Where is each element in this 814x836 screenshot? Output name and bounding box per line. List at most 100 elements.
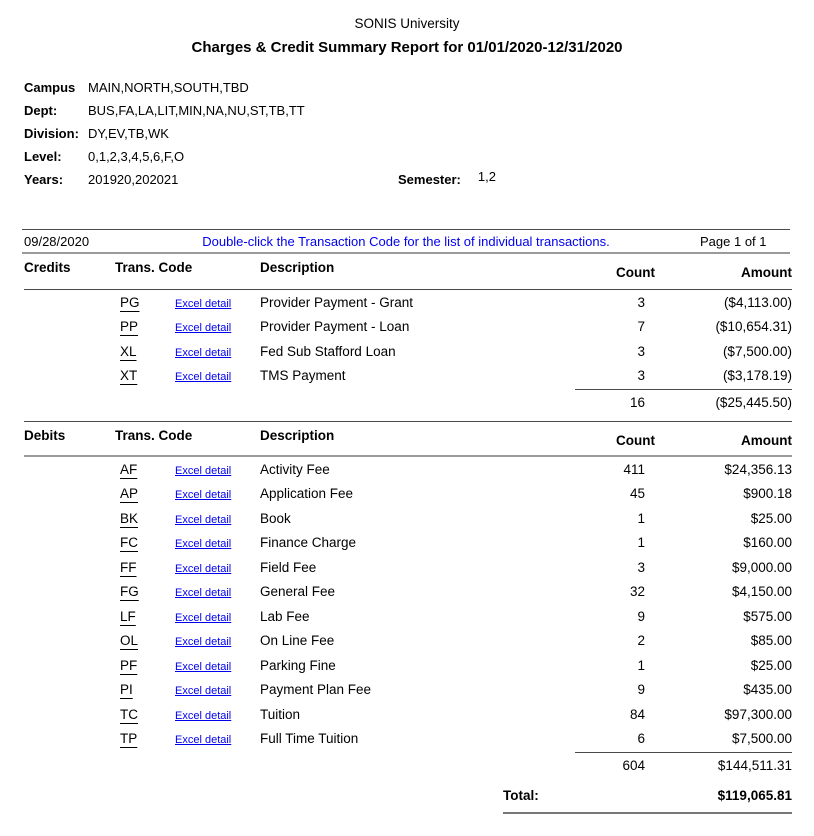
excel-detail-link[interactable]: Excel detail xyxy=(175,734,232,747)
row-amount: $160.00 xyxy=(743,535,792,551)
row-description: Provider Payment - Loan xyxy=(260,319,410,335)
row-amount: $97,300.00 xyxy=(724,706,792,722)
row-description: Payment Plan Fee xyxy=(260,682,372,698)
grand-total-row: Total: $119,065.81 xyxy=(503,786,792,814)
excel-detail-link[interactable]: Excel detail xyxy=(175,371,232,384)
trans-code-link[interactable]: AP xyxy=(120,486,139,502)
row-description: Fed Sub Stafford Loan xyxy=(260,343,396,359)
debits-subtotal-amount: $144,511.31 xyxy=(655,752,792,778)
total-label: Total: xyxy=(503,788,539,803)
excel-detail-link[interactable]: Excel detail xyxy=(175,513,232,526)
trans-code-link[interactable]: FG xyxy=(120,584,139,600)
total-amount: $119,065.81 xyxy=(717,788,792,803)
row-count: 84 xyxy=(629,706,645,722)
semester-label: Semester: xyxy=(398,172,461,187)
row-description: Parking Fine xyxy=(260,657,336,673)
filter-row-level: Level: 0,1,2,3,4,5,6,F,O xyxy=(24,149,790,172)
credits-rows: PG Excel detail Provider Payment - Grant… xyxy=(24,290,792,388)
credits-section-label: Credits xyxy=(24,260,71,275)
row-amount: $24,356.13 xyxy=(724,461,792,477)
row-count: 7 xyxy=(637,319,645,335)
excel-detail-link[interactable]: Excel detail xyxy=(175,660,232,673)
row-description: Activity Fee xyxy=(260,461,330,477)
semester-group: Semester: 1,2 xyxy=(398,169,496,187)
trans-code-link[interactable]: LF xyxy=(120,608,136,624)
row-amount: $25.00 xyxy=(750,510,792,526)
excel-detail-link[interactable]: Excel detail xyxy=(175,346,232,359)
excel-detail-link[interactable]: Excel detail xyxy=(175,297,232,310)
column-count: Count xyxy=(616,433,655,448)
trans-code-link[interactable]: PF xyxy=(120,657,138,673)
trans-code-link[interactable]: AF xyxy=(120,461,138,477)
row-count: 3 xyxy=(637,294,645,310)
trans-code-link[interactable]: PP xyxy=(120,319,139,335)
column-description: Description xyxy=(260,428,335,443)
debits-subtotal-row: 604 $144,511.31 xyxy=(24,752,792,778)
row-amount: $435.00 xyxy=(743,682,792,698)
row-description: Full Time Tuition xyxy=(260,731,359,747)
excel-detail-link[interactable]: Excel detail xyxy=(175,685,232,698)
trans-code-link[interactable]: XT xyxy=(120,368,138,384)
row-count: 3 xyxy=(637,343,645,359)
column-amount: Amount xyxy=(741,265,792,280)
excel-detail-link[interactable]: Excel detail xyxy=(175,322,232,335)
row-description: On Line Fee xyxy=(260,633,335,649)
debits-section-label: Debits xyxy=(24,428,66,443)
row-amount: ($3,178.19) xyxy=(722,368,792,384)
row-count: 32 xyxy=(629,584,645,600)
table-row: PG Excel detail Provider Payment - Grant… xyxy=(24,290,792,315)
division-value: DY,EV,TB,WK xyxy=(88,126,169,141)
credits-header-row: Credits Trans. Code Description Count Am… xyxy=(24,254,792,290)
row-count: 1 xyxy=(637,535,645,551)
campus-value: MAIN,NORTH,SOUTH,TBD xyxy=(88,80,249,95)
excel-detail-link[interactable]: Excel detail xyxy=(175,562,232,575)
page-title: Charges & Credit Summary Report for 01/0… xyxy=(191,39,623,56)
excel-detail-link[interactable]: Excel detail xyxy=(175,611,232,624)
trans-code-link[interactable]: FF xyxy=(120,559,137,575)
row-count: 2 xyxy=(637,633,645,649)
excel-detail-link[interactable]: Excel detail xyxy=(175,636,232,649)
filter-row-dept: Dept: BUS,FA,LA,LIT,MIN,NA,NU,ST,TB,TT xyxy=(24,103,790,126)
trans-code-link[interactable]: TC xyxy=(120,706,138,722)
credits-subtotal-row: 16 ($25,445.50) xyxy=(24,389,792,415)
trans-code-link[interactable]: OL xyxy=(120,633,139,649)
table-row: XL Excel detail Fed Sub Stafford Loan 3 … xyxy=(24,339,792,364)
table-row: PP Excel detail Provider Payment - Loan … xyxy=(24,315,792,340)
row-count: 9 xyxy=(637,682,645,698)
report-header: SONIS University Charges & Credit Summar… xyxy=(0,0,814,56)
table-row: TP Excel detail Full Time Tuition 6 $7,5… xyxy=(24,727,792,752)
row-count: 6 xyxy=(637,731,645,747)
report-date: 09/28/2020 xyxy=(24,233,90,249)
trans-code-link[interactable]: PG xyxy=(120,294,140,310)
excel-detail-link[interactable]: Excel detail xyxy=(175,587,232,600)
row-description: Lab Fee xyxy=(260,608,310,624)
row-amount: $900.18 xyxy=(743,486,792,502)
dept-value: BUS,FA,LA,LIT,MIN,NA,NU,ST,TB,TT xyxy=(88,103,305,118)
debits-rows: AF Excel detail Activity Fee 411 $24,356… xyxy=(24,457,792,751)
page-indicator: Page 1 of 1 xyxy=(700,233,767,249)
filter-row-years: Years: 201920,202021 Semester: 1,2 xyxy=(24,169,790,195)
excel-detail-link[interactable]: Excel detail xyxy=(175,489,232,502)
excel-detail-link[interactable]: Excel detail xyxy=(175,464,232,477)
excel-detail-link[interactable]: Excel detail xyxy=(175,709,232,722)
trans-code-link[interactable]: XL xyxy=(120,343,137,359)
trans-code-link[interactable]: BK xyxy=(120,510,139,526)
row-count: 45 xyxy=(629,486,645,502)
credits-section: Credits Trans. Code Description Count Am… xyxy=(24,254,792,419)
table-row: XT Excel detail TMS Payment 3 ($3,178.19… xyxy=(24,364,792,389)
trans-code-link[interactable]: TP xyxy=(120,731,138,747)
excel-detail-link[interactable]: Excel detail xyxy=(175,538,232,551)
column-description: Description xyxy=(260,260,335,275)
credits-subtotal-count: 16 xyxy=(575,389,655,415)
row-amount: ($10,654.31) xyxy=(715,319,792,335)
row-description: Book xyxy=(260,510,291,526)
trans-code-link[interactable]: FC xyxy=(120,535,138,551)
instruction-text: Double-click the Transaction Code for th… xyxy=(202,233,610,249)
row-amount: $25.00 xyxy=(750,657,792,673)
level-label: Level: xyxy=(24,149,62,164)
trans-code-link[interactable]: PI xyxy=(120,682,133,698)
row-description: Finance Charge xyxy=(260,535,357,551)
column-trans-code: Trans. Code xyxy=(115,428,193,443)
filter-row-campus: Campus MAIN,NORTH,SOUTH,TBD xyxy=(24,80,790,103)
division-label: Division: xyxy=(24,126,79,141)
